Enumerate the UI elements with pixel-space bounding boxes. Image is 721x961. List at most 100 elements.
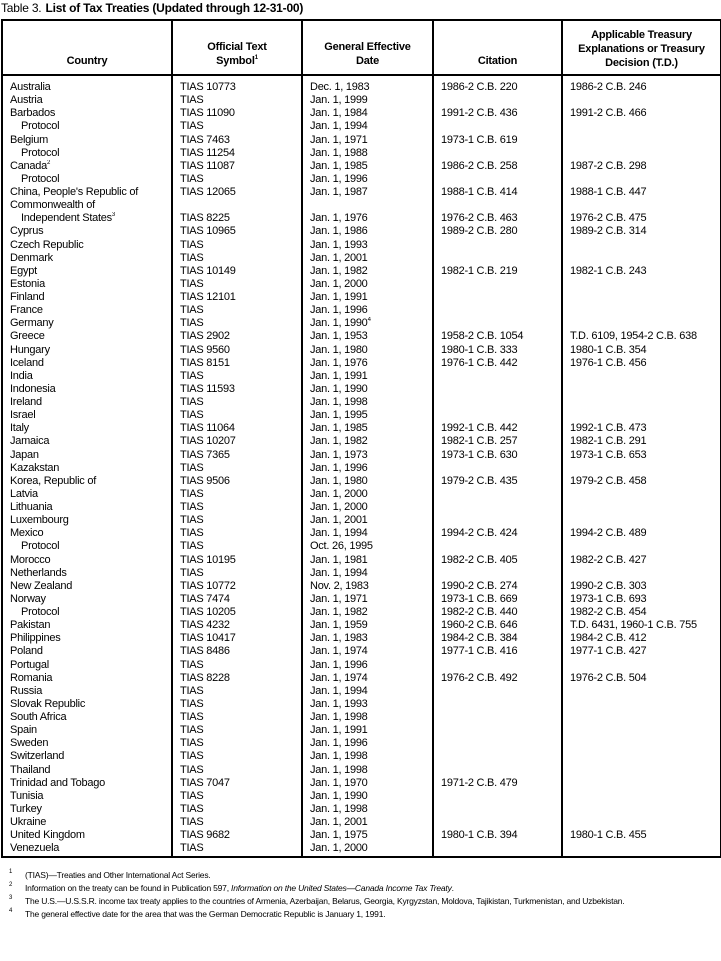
treasury-cell <box>561 369 721 383</box>
table-row: Cyprus TIAS 10965 Jan. 1, 1986 1989-2 C.B. … <box>1 225 721 239</box>
citation-cell <box>432 566 563 580</box>
country-cell: Protocol <box>1 606 173 620</box>
country-cell: Netherlands <box>1 566 173 580</box>
treasury-cell: 1987-2 C.B. 298 <box>561 159 721 173</box>
footnote-ref: 4 <box>367 317 371 324</box>
header-row: Country Official Text Symbol1 General Ef… <box>1 20 721 76</box>
date-cell <box>301 199 434 213</box>
symbol-cell-text: TIAS 10417 <box>180 632 236 645</box>
treasury-cell-text: 1982-1 C.B. 291 <box>570 435 647 448</box>
date-cell-text: Jan. 1, 1991 <box>310 724 368 737</box>
symbol-cell: TIAS 11593 <box>171 382 303 396</box>
country-cell-text: Turkey <box>10 802 42 815</box>
symbol-cell: TIAS 12101 <box>171 291 303 305</box>
date-cell-text: Jan. 1, 2000 <box>310 277 368 290</box>
date-cell-text: Jan. 1, 1973 <box>310 448 368 461</box>
country-cell-text: Germany <box>10 317 54 330</box>
citation-cell <box>432 461 563 475</box>
table-row: Netherlands TIAS Jan. 1, 1994 <box>1 566 721 580</box>
date-cell-text: Jan. 1, 2001 <box>310 251 368 264</box>
treasury-cell-text: 1987-2 C.B. 298 <box>570 159 647 172</box>
table-row: Pakistan TIAS 4232 Jan. 1, 1959 1960-2 C.B.… <box>1 619 721 633</box>
symbol-cell: TIAS <box>171 763 303 777</box>
table-row: Sweden TIAS Jan. 1, 1996 <box>1 737 721 751</box>
symbol-cell: TIAS 10772 <box>171 579 303 593</box>
treasury-cell <box>561 763 721 777</box>
citation-cell-text: 1991-2 C.B. 436 <box>441 107 518 120</box>
symbol-cell: TIAS 10195 <box>171 553 303 567</box>
citation-cell <box>432 750 563 764</box>
date-cell: Jan. 1, 1998 <box>301 750 434 764</box>
table-row: Indonesia TIAS 11593 Jan. 1, 1990 <box>1 382 721 396</box>
symbol-cell: TIAS <box>171 802 303 816</box>
country-cell-text: Austria <box>10 94 43 107</box>
symbol-cell: TIAS 7047 <box>171 776 303 790</box>
date-cell-text: Jan. 1, 1970 <box>310 776 368 789</box>
country-cell-text: Trinidad and Tobago <box>10 776 105 789</box>
date-cell-text: Jan. 1, 1998 <box>310 711 368 723</box>
citation-cell <box>432 120 563 134</box>
country-cell-text: Poland <box>10 645 43 658</box>
country-cell-text: Tunisia <box>10 789 44 802</box>
header-label: Applicable Treasury Explanations or Trea… <box>578 28 705 69</box>
date-cell: Jan. 1, 1988 <box>301 146 434 160</box>
country-cell-text: Protocol <box>21 146 60 159</box>
citation-cell-text: 1979-2 C.B. 435 <box>441 474 518 487</box>
symbol-cell-text: TIAS <box>180 251 204 264</box>
citation-cell-text: 1973-1 C.B. 630 <box>441 448 518 461</box>
citation-cell: 1980-1 C.B. 394 <box>432 829 563 843</box>
table-row: New Zealand TIAS 10772 Nov. 2, 1983 1990-2 … <box>1 579 721 593</box>
treasury-cell <box>561 540 721 554</box>
date-cell-text: Jan. 1, 1991 <box>310 291 368 303</box>
treasury-cell <box>561 802 721 816</box>
date-cell-text: Jan. 1, 1971 <box>310 133 368 146</box>
country-cell: Mexico <box>1 527 173 541</box>
date-cell-text: Oct. 26, 1995 <box>310 540 373 553</box>
citation-cell <box>432 199 563 213</box>
date-cell-text: Jan. 1, 1982 <box>310 264 368 277</box>
treasury-cell-text: 1976-1 C.B. 456 <box>570 356 647 369</box>
country-cell-text: Morocco <box>10 553 51 566</box>
country-cell-text: Protocol <box>21 606 60 618</box>
citation-cell <box>432 658 563 672</box>
treasury-cell <box>561 684 721 698</box>
country-cell-text: Jamaica <box>10 435 50 448</box>
country-cell-text: Italy <box>10 422 29 435</box>
table-row: Denmark TIAS Jan. 1, 2001 <box>1 251 721 265</box>
date-cell-text: Jan. 1, 1983 <box>310 632 368 645</box>
footnote-text: . <box>451 883 454 893</box>
symbol-cell: TIAS 8151 <box>171 356 303 370</box>
table-row: China, People's Republic of TIAS 12065 Jan… <box>1 186 721 200</box>
date-cell: Jan. 1, 1970 <box>301 776 434 790</box>
symbol-cell: TIAS <box>171 317 303 331</box>
symbol-cell: TIAS 11254 <box>171 146 303 160</box>
country-cell-text: Spain <box>10 724 37 737</box>
citation-cell: 1986-2 C.B. 258 <box>432 159 563 173</box>
table-row: Germany TIAS Jan. 1, 19904 <box>1 317 721 331</box>
symbol-cell-text: TIAS <box>180 842 204 855</box>
date-cell-text: Jan. 1, 1959 <box>310 619 368 632</box>
country-cell-text: France <box>10 304 43 317</box>
treasury-cell <box>561 382 721 396</box>
date-cell: Jan. 1, 1993 <box>301 697 434 711</box>
citation-cell <box>432 277 563 291</box>
table-row: Mexico TIAS Jan. 1, 1994 1994-2 C.B. 424 199… <box>1 527 721 541</box>
treasury-cell-text: 1990-2 C.B. 303 <box>570 579 647 592</box>
symbol-cell: TIAS <box>171 737 303 751</box>
citation-cell-text: 1973-1 C.B. 669 <box>441 592 518 605</box>
citation-cell <box>432 146 563 160</box>
date-cell-text: Jan. 1, 1990 <box>310 382 368 395</box>
country-cell: Protocol <box>1 120 173 134</box>
date-cell: Jan. 1, 19904 <box>301 317 434 331</box>
citation-cell <box>432 711 563 725</box>
symbol-cell-text: TIAS 10149 <box>180 264 236 277</box>
date-cell-text: Jan. 1, 1994 <box>310 566 368 579</box>
symbol-cell: TIAS <box>171 251 303 265</box>
symbol-cell-text: TIAS <box>180 514 204 527</box>
table-row: Poland TIAS 8486 Jan. 1, 1974 1977-1 C.B. 4… <box>1 645 721 659</box>
symbol-cell-text: TIAS <box>180 277 204 290</box>
citation-cell: 1986-2 C.B. 220 <box>432 75 563 95</box>
symbol-cell: TIAS 10207 <box>171 435 303 449</box>
date-cell: Jan. 1, 1987 <box>301 186 434 200</box>
treasury-cell <box>561 776 721 790</box>
